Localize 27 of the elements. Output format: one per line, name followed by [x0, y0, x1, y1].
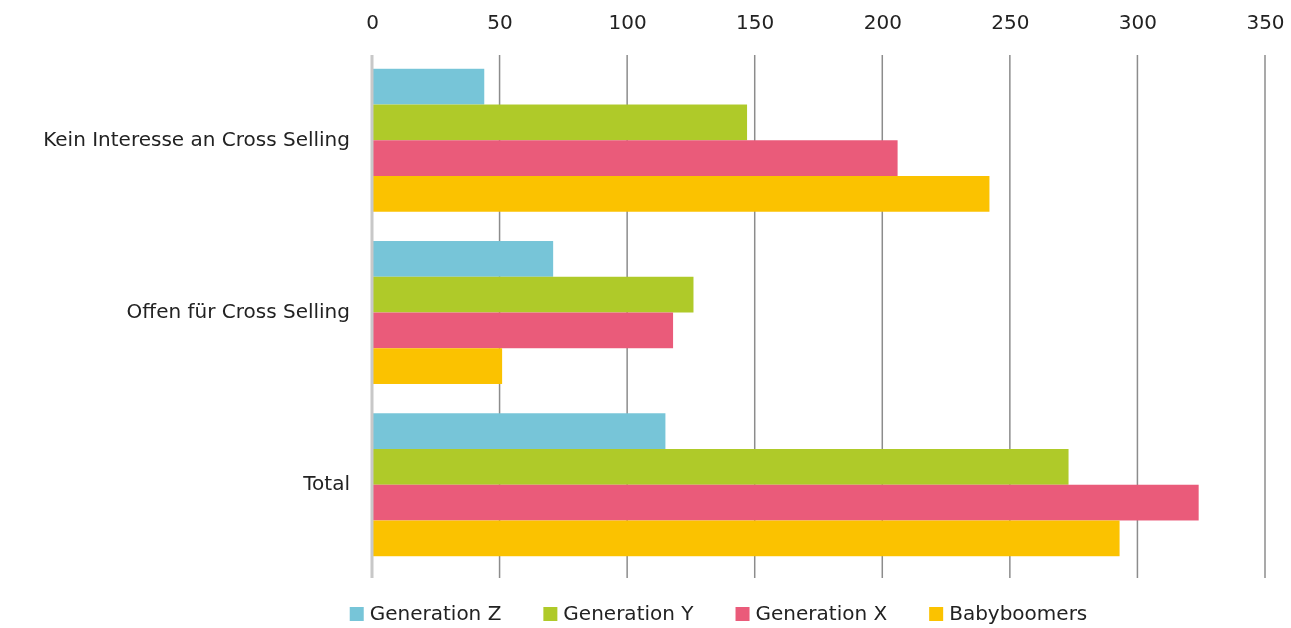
- x-tick-label: 350: [1246, 10, 1285, 34]
- bar: [372, 176, 990, 212]
- bar: [372, 348, 503, 384]
- x-tick-label: 250: [991, 10, 1030, 34]
- y-tick-label: Total: [302, 471, 350, 496]
- bar: [372, 241, 554, 277]
- bar: [372, 140, 898, 176]
- bar: [372, 312, 674, 349]
- x-tick-label: 50: [487, 10, 513, 34]
- x-tick-label: 300: [1118, 10, 1158, 34]
- bar: [372, 449, 1069, 485]
- legend-label: Generation X: [755, 600, 888, 625]
- y-tick-label: Offen für Cross Selling: [126, 299, 350, 323]
- bar: [372, 276, 694, 313]
- x-tick-label: 200: [863, 10, 902, 34]
- legend-label: Generation Y: [563, 600, 695, 625]
- x-tick-label: 100: [608, 10, 647, 34]
- legend-label: Babyboomers: [949, 600, 1088, 625]
- y-tick-label: Kein Interesse an Cross Selling: [43, 126, 350, 151]
- x-tick-label: 0: [366, 10, 379, 34]
- bar: [372, 413, 666, 449]
- bar: [372, 104, 748, 141]
- bar: [372, 520, 1120, 557]
- bar: [372, 68, 485, 105]
- x-tick-label: 150: [736, 10, 775, 34]
- legend-label: Generation Z: [369, 600, 502, 625]
- bar: [372, 484, 1199, 521]
